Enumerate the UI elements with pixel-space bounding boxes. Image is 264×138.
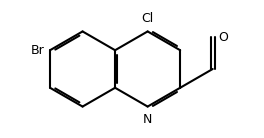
Text: N: N	[143, 113, 152, 126]
Text: O: O	[218, 31, 228, 44]
Text: Cl: Cl	[142, 12, 154, 25]
Text: Br: Br	[31, 44, 44, 57]
